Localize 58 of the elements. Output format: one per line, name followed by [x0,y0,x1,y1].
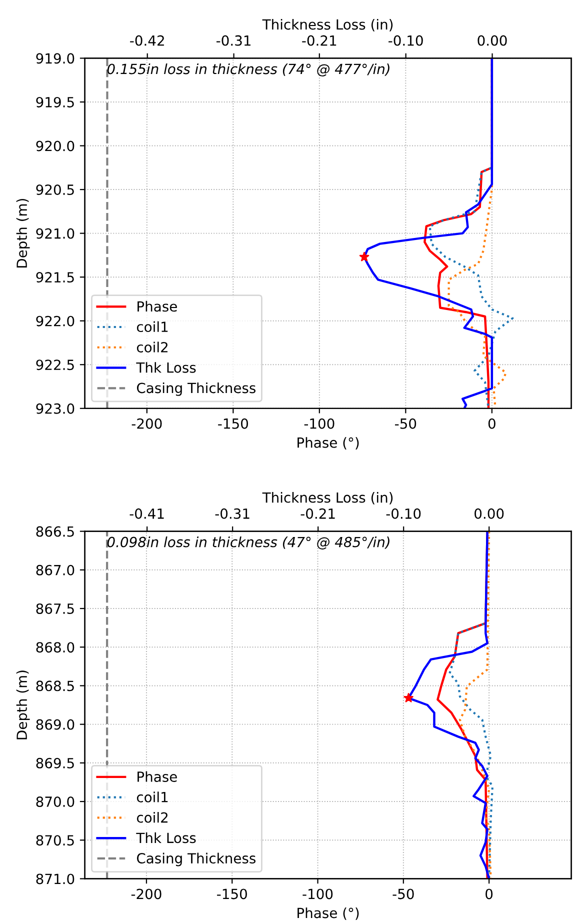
x-tick-label: -50 [392,888,414,900]
x-tick-label: -100 [304,418,334,429]
legend-label: Phase [138,771,177,782]
y-tick-label: 920.5 [36,184,74,196]
y-tick-label: 870.5 [36,835,74,846]
x-tick-label: -200 [131,888,162,900]
y-tick-label: 869.0 [36,719,74,730]
line-series [458,531,492,879]
y-tick-label: 922.0 [36,316,74,326]
x-tick-label: -100 [302,888,333,900]
legend-label: coil2 [136,812,168,823]
legend-label: coil1 [136,792,168,802]
x2-tick-label: -0.21 [302,35,336,46]
y-tick-label: 866.5 [36,526,74,537]
x2-axis-title: Thickness Loss (in) [262,492,393,504]
x2-tick-label: -0.31 [216,35,250,46]
x-axis-title: Phase (°) [298,907,359,920]
x2-tick-label: -0.10 [386,508,421,519]
x-tick-label: -50 [395,418,416,429]
y-tick-label: 867.5 [36,603,74,614]
y-tick-label: 871.0 [36,874,74,884]
x2-tick-label: -0.10 [388,35,423,46]
y-tick-label: 868.5 [36,680,74,692]
legend-label: Thk Loss [136,362,196,373]
x-tick-label: 0 [486,888,493,900]
y-tick-label: 921.0 [36,228,74,239]
x-tick-label: 0 [488,418,496,429]
x2-tick-label: -0.21 [300,508,335,519]
x-axis-title: Phase (°) [298,437,359,450]
y-tick-label: 868.0 [36,642,74,653]
annotation: 0.098in loss in thickness (47° @ 485°/in) [107,536,390,550]
legend-label: Phase [138,300,177,312]
x2-tick-label: -0.41 [130,508,164,519]
x-tick-label: -150 [217,888,247,900]
y-tick-label: 867.0 [36,564,74,576]
x2-tick-label: 0.00 [474,508,504,519]
y-tick-label: 922.5 [36,360,74,370]
ref-line-label: Casing Thickness [136,382,256,396]
ref-line-label: Casing Thickness [136,852,256,866]
y-axis-title: Depth (m) [16,198,30,268]
y-tick-label: 919.5 [36,96,74,108]
y-tick-label: 870.0 [36,796,74,807]
legend-label: coil1 [136,321,168,332]
x2-tick-label: -0.42 [130,35,164,46]
legend-label: coil2 [136,342,168,352]
legend-label: Thk Loss [136,832,196,844]
y-tick-label: 919.0 [36,53,74,64]
y-tick-label: 921.5 [36,272,74,283]
x-tick-label: -150 [218,418,248,429]
y-tick-label: 869.5 [36,758,74,768]
x2-tick-label: 0.00 [478,35,507,46]
y-axis-title: Depth (m) [16,670,30,740]
y-tick-label: 923.0 [36,403,74,414]
x-tick-label: -200 [132,418,162,429]
x2-tick-label: -0.31 [215,508,250,519]
annotation: 0.155in loss in thickness (74° @ 477°/in) [107,63,390,76]
y-tick-label: 920.0 [36,140,74,152]
x2-axis-title: Thickness Loss (in) [262,18,393,32]
